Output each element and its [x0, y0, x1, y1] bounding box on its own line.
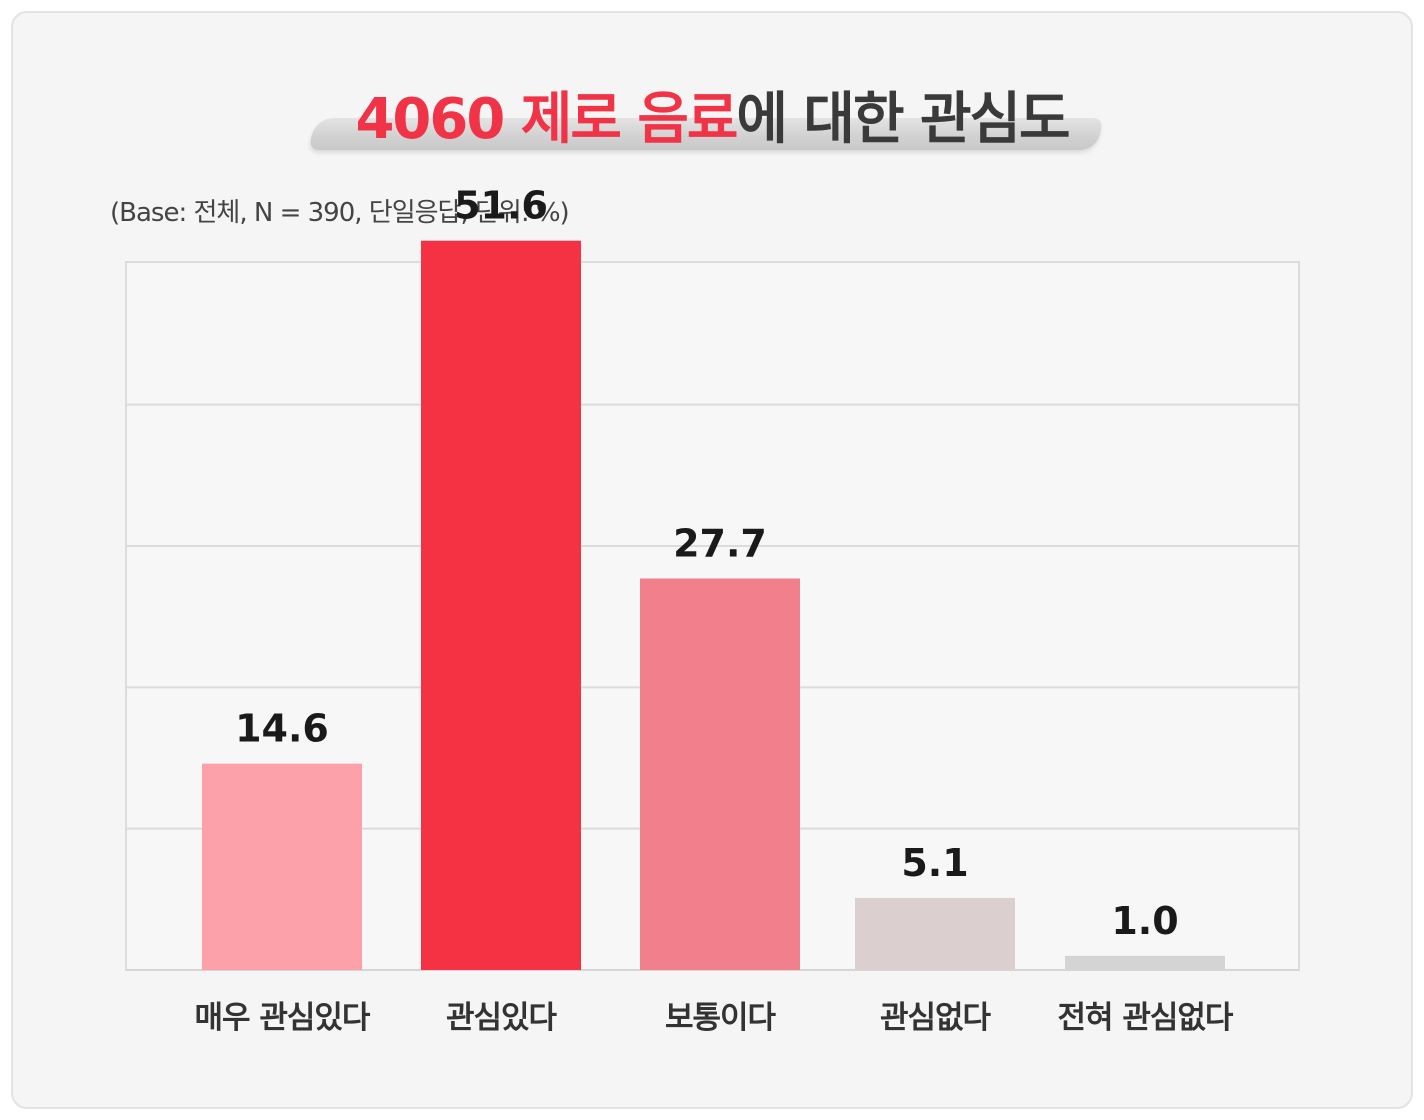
bar	[855, 897, 1015, 970]
data-label: 27.7	[673, 522, 767, 566]
bar	[1065, 955, 1225, 970]
data-label: 5.1	[901, 841, 968, 885]
base-note: (Base: 전체, N = 390, 단일응답, 단위: %)	[110, 198, 570, 228]
bar	[421, 240, 581, 971]
category-label: 매우 관심있다	[195, 1000, 371, 1036]
title-rest: 에 대한 관심도	[736, 87, 1070, 152]
category-label: 보통이다	[665, 1000, 777, 1036]
category-label: 관심있다	[446, 1000, 558, 1036]
chart-title: 4060 제로 음료에 대한 관심도	[300, 66, 1124, 166]
data-label: 51.6	[454, 184, 548, 228]
title-highlight: 4060 제로 음료	[355, 87, 738, 152]
data-label: 1.0	[1111, 899, 1178, 943]
data-label: 14.6	[235, 707, 329, 751]
category-label: 전혀 관심없다	[1058, 1000, 1234, 1036]
bar	[202, 763, 362, 970]
bar	[640, 578, 800, 970]
category-label: 관심없다	[880, 1000, 992, 1036]
